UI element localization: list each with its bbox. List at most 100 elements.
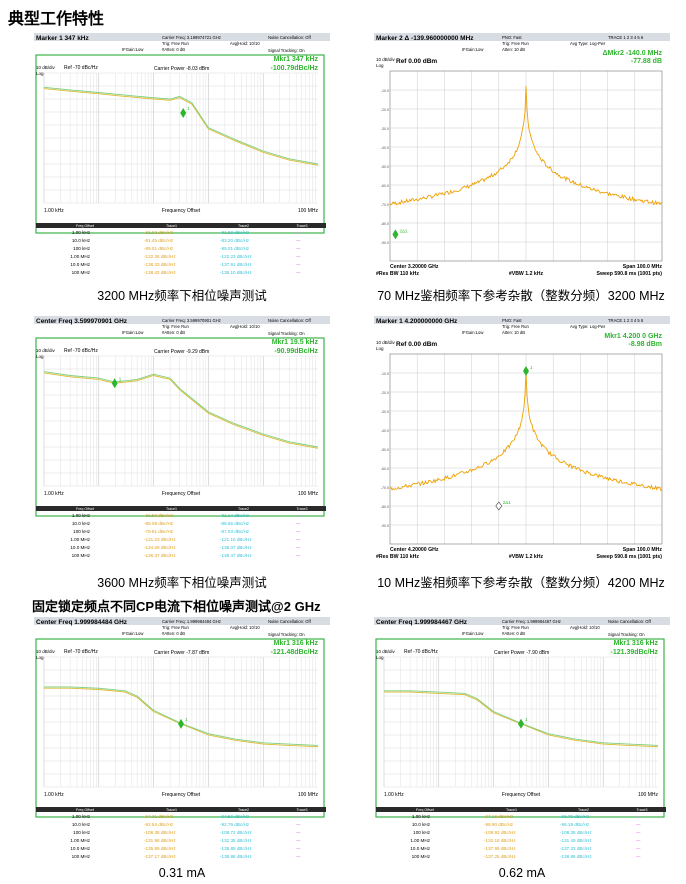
header-info: PNO: Fast xyxy=(502,318,522,323)
table-cell: 100 MHz xyxy=(412,854,431,859)
plot-frame xyxy=(35,337,325,517)
table-header: Trace2 xyxy=(238,808,249,812)
y-tick-label: -30.0 xyxy=(381,410,389,414)
table-header: Trace1 xyxy=(166,507,177,511)
header-title: Marker 1 4.200000000 GHz xyxy=(376,318,458,325)
table-cell: -109.93 dBc/Hz xyxy=(484,830,516,835)
trace-line-2 xyxy=(44,686,319,746)
table-cell: 1.00 MHz xyxy=(70,537,90,542)
header-info: Trig: Free Run xyxy=(502,41,530,46)
header-info: Carrier Freq: 3.599970901 GHz xyxy=(162,318,221,323)
table-cell: -88.65 dBc/Hz xyxy=(220,521,250,526)
y-tick-label: -70.0 xyxy=(381,486,389,490)
header-info: Noise Cancellation: Off xyxy=(608,619,652,624)
table-cell: -135.89 dBc/Hz xyxy=(220,846,252,851)
header-title: Center Freq 1.999984467 GHz xyxy=(376,619,468,626)
table-header: Trace2 xyxy=(238,507,249,511)
marker-readout: Mkr1 19.5 kHz xyxy=(272,339,319,346)
table-cell: -92.54 dBc/Hz xyxy=(144,822,174,827)
table-cell: -121.23 dBc/Hz xyxy=(144,537,176,542)
log-label: Log xyxy=(36,655,44,660)
x-start-label: 1.00 kHz xyxy=(44,792,64,798)
table-cell: -81.14 dBc/Hz xyxy=(220,513,250,518)
trace-line-1 xyxy=(43,88,319,166)
section-title: 典型工作特性 xyxy=(8,11,105,28)
table-cell: 100 MHz xyxy=(72,854,91,859)
table-cell: 1.00 kHz xyxy=(412,814,431,819)
table-cell: --- xyxy=(296,521,301,526)
spur-chart-p2: Marker 2 Δ -139.960000000 MHz PNO: FastTr… xyxy=(374,33,670,277)
table-cell: --- xyxy=(636,838,641,843)
marker-label: 1 xyxy=(530,365,533,370)
table-cell: --- xyxy=(636,814,641,819)
caption-p4: 10 MHz鉴相频率下参考杂散（整数分频）4200 MHz xyxy=(377,576,665,590)
table-header: Trace3 xyxy=(636,808,647,812)
header-info: Trig: Free Run xyxy=(162,625,190,630)
table-header: Trace1 xyxy=(166,224,177,228)
table-cell: -138.88 dBc/Hz xyxy=(220,854,252,859)
table-cell: -137.17 dBc/Hz xyxy=(144,854,176,859)
table-cell: -81.45 dBc/Hz xyxy=(144,238,174,243)
marker-label: 1 xyxy=(119,376,122,381)
y-tick-label: -10.0 xyxy=(381,89,389,93)
y-tick-label: -50.0 xyxy=(381,448,389,452)
table-cell: -83.20 dBc/Hz xyxy=(220,238,250,243)
chart-panel-p6: Center Freq 1.999984467 GHz Carrier Freq:… xyxy=(374,617,670,865)
table-header: Freq Offset xyxy=(76,808,94,812)
table-cell: -137.33 dBc/Hz xyxy=(560,846,592,851)
footer-rbw: #Res BW 110 kHz xyxy=(376,554,419,560)
table-cell: 1.00 kHz xyxy=(72,814,91,819)
table-header: Freq Offset xyxy=(416,808,434,812)
table-cell: -97.18 dBc/Hz xyxy=(484,814,514,819)
marker-diamond xyxy=(523,366,529,377)
trace-line-1 xyxy=(43,372,319,449)
footer-sweep: Sweep 590.8 ms (1001 pts) xyxy=(597,554,663,560)
table-cell: -89.01 dBc/Hz xyxy=(144,246,174,251)
table-cell: -132.18 dBc/Hz xyxy=(484,838,516,843)
carrier-power: Carrier Power -8.03 dBm xyxy=(154,66,209,72)
y-tick-label: -90.0 xyxy=(381,524,389,528)
header-bar xyxy=(34,617,330,625)
table-cell: --- xyxy=(296,254,301,259)
x-axis-label: Frequency Offset xyxy=(162,491,201,497)
table-header: Trace1 xyxy=(166,808,177,812)
y-tick-label: -10.0 xyxy=(381,372,389,376)
header-info: Noise Cancellation: Off xyxy=(268,318,312,323)
header-info: Trig: Free Run xyxy=(502,324,530,329)
marker-label: 2Δ1 xyxy=(399,228,408,233)
trace-line-1 xyxy=(44,687,319,748)
table-cell: --- xyxy=(296,846,301,851)
footer-vbw: #VBW 1.2 kHz xyxy=(509,271,544,277)
log-label: Log xyxy=(36,354,44,359)
chart-panel-p1: Marker 1 347 kHz Carrier Freq: 3.19997472… xyxy=(34,33,330,281)
header-info: IFGain:Low xyxy=(462,330,484,335)
table-cell: --- xyxy=(296,830,301,835)
table-cell: --- xyxy=(296,537,301,542)
log-label: Log xyxy=(36,71,44,76)
caption-p3: 3600 MHz频率下相位噪声测试 xyxy=(97,576,267,590)
scale-label: 10 dB/div xyxy=(36,65,56,70)
table-cell: 10.0 kHz xyxy=(72,521,91,526)
ref-label: Ref -70 dBc/Hz xyxy=(64,65,98,71)
table-cell: -136.37 dBc/Hz xyxy=(144,553,176,558)
marker-label: 1 xyxy=(185,717,188,722)
table-header: Trace1 xyxy=(506,808,517,812)
table-cell: -134.09 dBc/Hz xyxy=(144,545,176,550)
y-tick-label: -70.0 xyxy=(381,203,389,207)
table-cell: -87.03 dBc/Hz xyxy=(220,529,250,534)
table-cell: -131.96 dBc/Hz xyxy=(144,838,176,843)
table-header-bar xyxy=(376,807,666,812)
x-axis-label: Frequency Offset xyxy=(502,792,541,798)
table-cell: -81.92 dBc/Hz xyxy=(144,230,174,235)
table-cell: 1.00 kHz xyxy=(72,230,91,235)
header-info: Atten: 10 dB xyxy=(502,330,525,335)
table-header-bar xyxy=(36,807,326,812)
table-cell: -138.86 dBc/Hz xyxy=(560,854,592,859)
header-info: IFGain:Low xyxy=(462,631,484,636)
header-info: Avg|Hold: 10/10 xyxy=(230,41,260,46)
y-tick-label: -40.0 xyxy=(381,146,389,150)
x-axis-label: Frequency Offset xyxy=(162,792,201,798)
header-info: Avg|Hold: 10/10 xyxy=(230,625,260,630)
header-info: IFGain:Low xyxy=(462,47,484,52)
table-cell: -108.38 dBc/Hz xyxy=(144,830,176,835)
